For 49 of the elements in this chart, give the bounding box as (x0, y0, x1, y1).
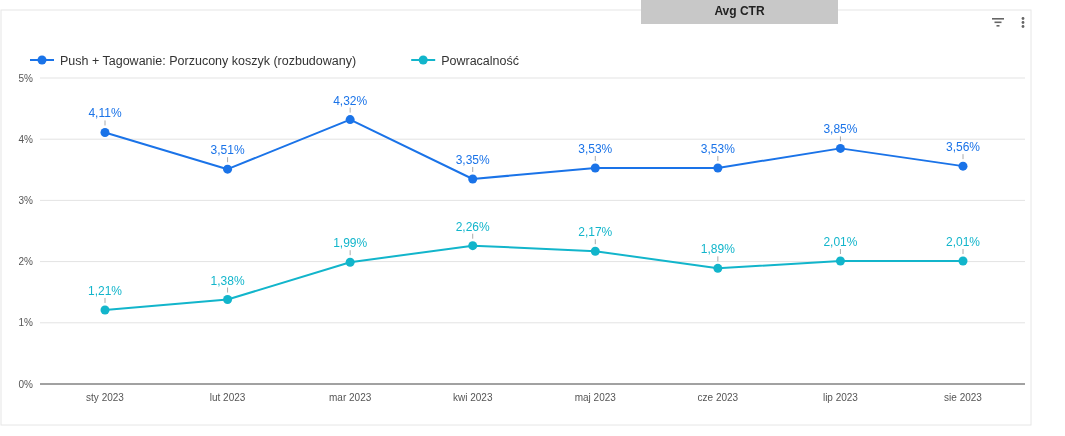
data-label: 1,89% (700, 242, 736, 257)
point (345, 257, 355, 267)
legend-label: Push + Tagowanie: Porzucony koszyk (rozbudowany) (60, 53, 357, 68)
chart-title: Avg CTR (714, 4, 765, 18)
legend-label: Powracalność (441, 53, 520, 68)
x-tick-label: cze 2023 (697, 392, 739, 403)
data-label: 3,53% (700, 141, 736, 156)
point (835, 256, 845, 266)
data-label: 1,21% (87, 283, 123, 298)
x-tick-label: lut 2023 (209, 392, 246, 403)
data-label: 2,26% (455, 219, 491, 234)
data-label: 3,35% (455, 152, 491, 167)
data-label: 4,11% (88, 106, 122, 121)
data-label: 1,99% (333, 236, 368, 251)
point (223, 295, 233, 305)
data-label: 3,53% (578, 141, 613, 156)
point (958, 256, 968, 266)
data-label: 4,32% (333, 93, 368, 108)
data-label: 3,51% (210, 143, 245, 158)
x-tick-label: sty 2023 (86, 392, 125, 403)
y-tick-label: 1% (18, 317, 34, 329)
point (223, 164, 233, 174)
y-tick-label: 3% (18, 194, 34, 206)
point (100, 305, 110, 315)
y-tick-label: 5% (18, 72, 34, 84)
point (100, 127, 110, 137)
point (590, 163, 600, 173)
x-tick-label: maj 2023 (574, 392, 617, 403)
data-label: 2,01% (945, 234, 981, 249)
data-label: 2,01% (823, 234, 858, 249)
point (590, 246, 600, 256)
data-label: 3,85% (823, 122, 858, 137)
x-tick-label: mar 2023 (329, 392, 372, 403)
point (468, 174, 478, 184)
point (713, 163, 723, 173)
x-tick-label: lip 2023 (822, 392, 859, 403)
y-tick-label: 2% (18, 256, 34, 268)
x-tick-label: kwi 2023 (452, 392, 493, 403)
point (835, 143, 845, 153)
point (713, 263, 723, 273)
data-label: 2,17% (578, 225, 613, 240)
y-tick-label: 0% (18, 378, 34, 390)
point (958, 161, 968, 171)
point (345, 115, 355, 125)
y-tick-label: 4% (18, 133, 34, 145)
point (468, 241, 478, 251)
data-label: 3,56% (945, 140, 981, 155)
x-tick-label: sie 2023 (944, 392, 983, 403)
data-label: 1,38% (210, 273, 245, 288)
